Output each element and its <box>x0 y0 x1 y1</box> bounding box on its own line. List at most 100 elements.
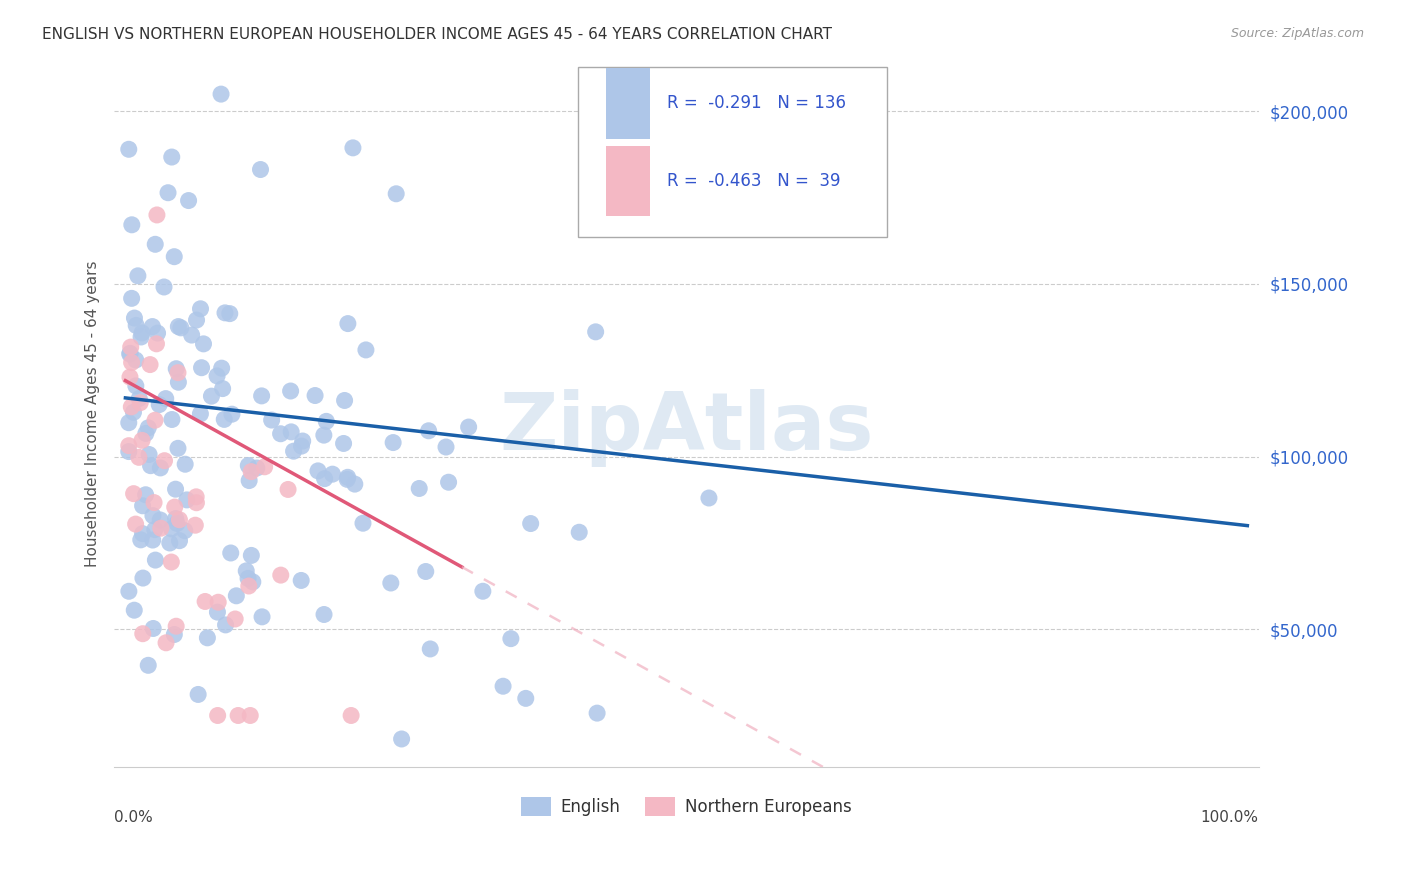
Point <box>145 336 167 351</box>
Point <box>187 688 209 702</box>
Point <box>242 574 264 589</box>
Text: R =  -0.291   N = 136: R = -0.291 N = 136 <box>666 95 846 112</box>
Point <box>277 483 299 497</box>
Point <box>148 398 170 412</box>
Point <box>343 477 366 491</box>
Point <box>200 389 222 403</box>
Point <box>249 162 271 177</box>
Point <box>307 464 329 478</box>
Point <box>333 393 356 408</box>
Point <box>471 584 494 599</box>
Point <box>332 436 354 450</box>
Point <box>169 533 191 548</box>
Point <box>142 508 165 523</box>
FancyBboxPatch shape <box>606 145 650 217</box>
Point <box>177 194 200 208</box>
Point <box>586 706 609 720</box>
Point <box>321 467 343 482</box>
Point <box>146 208 169 222</box>
Legend: English, Northern Europeans: English, Northern Europeans <box>515 790 859 822</box>
Point <box>118 439 141 453</box>
Point <box>253 459 276 474</box>
Point <box>391 731 413 746</box>
Point <box>132 626 155 640</box>
Point <box>160 555 183 569</box>
Point <box>146 326 169 340</box>
Point <box>218 307 240 321</box>
Point <box>240 549 263 563</box>
Point <box>290 574 312 588</box>
Point <box>118 347 141 361</box>
Point <box>280 425 302 439</box>
Point <box>118 142 141 156</box>
Point <box>340 708 363 723</box>
Point <box>312 607 335 622</box>
Point <box>238 458 260 473</box>
Point <box>193 337 215 351</box>
Point <box>120 346 142 360</box>
Point <box>173 524 195 538</box>
Point <box>155 636 177 650</box>
Point <box>124 517 146 532</box>
Point <box>118 444 141 458</box>
Point <box>434 440 457 454</box>
Text: ZipAtlas: ZipAtlas <box>499 389 873 467</box>
Point <box>141 319 163 334</box>
Point <box>122 486 145 500</box>
Point <box>167 319 190 334</box>
Point <box>211 382 233 396</box>
Point <box>139 358 162 372</box>
Point <box>314 472 336 486</box>
Point <box>124 311 146 326</box>
Point <box>336 472 359 486</box>
Point <box>145 553 167 567</box>
Point <box>135 488 157 502</box>
Point <box>186 490 208 504</box>
Point <box>492 679 515 693</box>
Text: 100.0%: 100.0% <box>1201 810 1258 825</box>
FancyBboxPatch shape <box>578 67 887 236</box>
Point <box>180 328 202 343</box>
Point <box>419 642 441 657</box>
Point <box>380 576 402 591</box>
Point <box>174 457 197 471</box>
Point <box>159 536 181 550</box>
Point <box>125 379 148 393</box>
Point <box>568 525 591 540</box>
Point <box>160 412 183 426</box>
Point <box>270 568 292 582</box>
Point <box>211 361 233 376</box>
Point <box>118 416 141 430</box>
Point <box>118 584 141 599</box>
Point <box>283 444 305 458</box>
Point <box>312 428 335 442</box>
Point <box>212 412 235 426</box>
Point <box>207 595 229 609</box>
Point <box>121 355 143 369</box>
Point <box>176 492 198 507</box>
Point <box>127 268 149 283</box>
Point <box>167 376 190 390</box>
Point <box>125 353 148 368</box>
Point <box>186 313 208 327</box>
Point <box>457 420 479 434</box>
Point <box>415 565 437 579</box>
Point <box>238 474 260 488</box>
Point <box>165 511 187 525</box>
Point <box>122 405 145 419</box>
Point <box>153 453 176 467</box>
Point <box>408 482 430 496</box>
Point <box>205 368 228 383</box>
Point <box>163 500 186 514</box>
Point <box>131 526 153 541</box>
Point <box>136 421 159 435</box>
Point <box>499 632 522 646</box>
Point <box>190 360 212 375</box>
Point <box>132 571 155 585</box>
Point <box>382 435 405 450</box>
Point <box>207 708 229 723</box>
Point <box>190 407 212 421</box>
Point <box>280 384 302 398</box>
Point <box>149 461 172 475</box>
Point <box>129 533 152 547</box>
